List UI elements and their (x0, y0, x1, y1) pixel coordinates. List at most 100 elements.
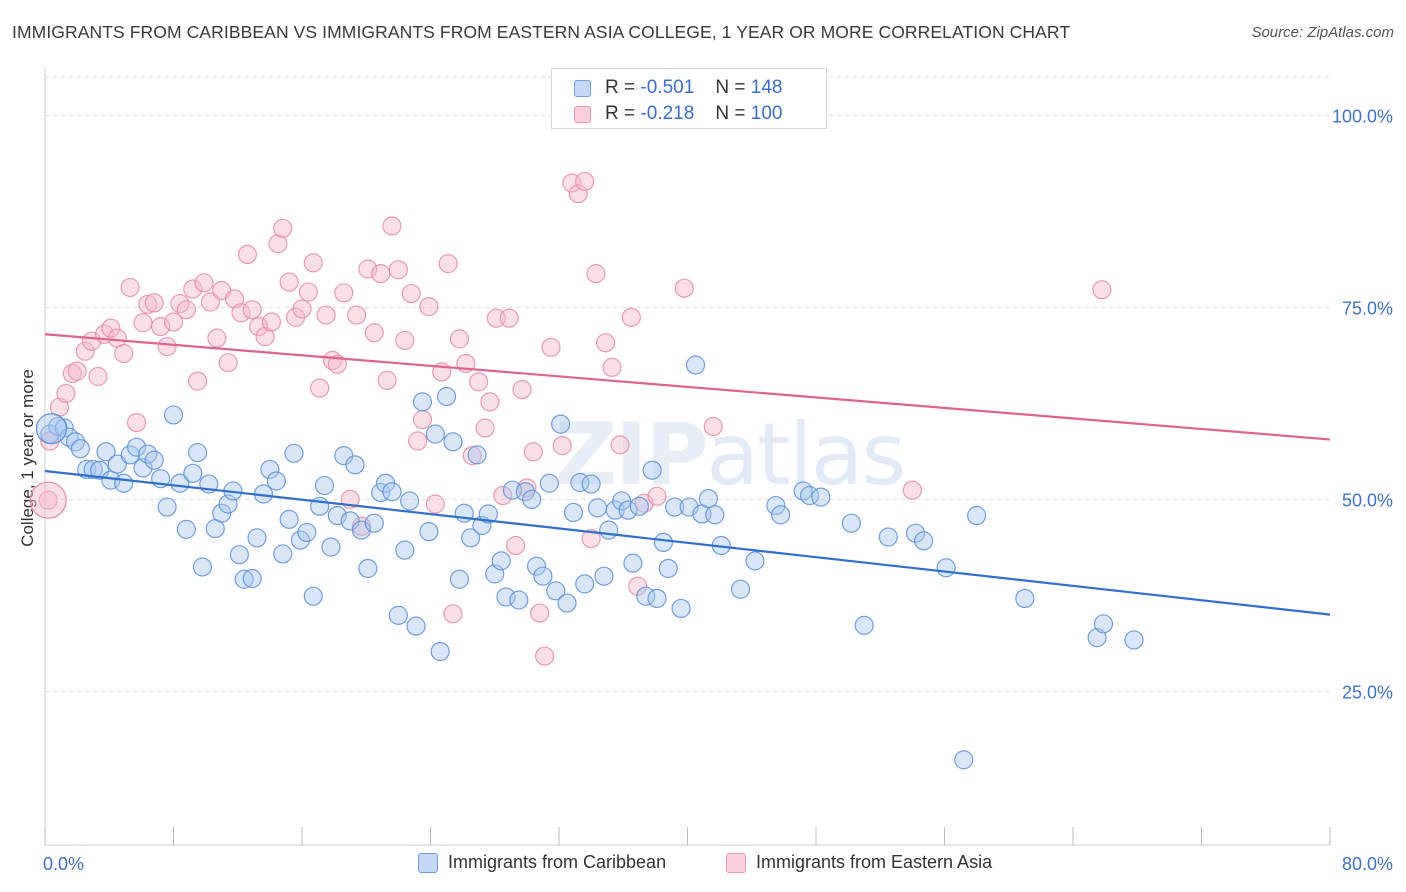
point-eastern-asia (29, 481, 67, 519)
point-caribbean (671, 598, 691, 619)
point-eastern-asia (38, 490, 58, 510)
legend-r-value: -0.501 (640, 77, 695, 98)
point-eastern-asia (88, 366, 108, 387)
point-caribbean (35, 413, 68, 445)
point-eastern-asia (395, 330, 415, 351)
point-caribbean (163, 405, 184, 425)
trend-line-eastern-asia (44, 333, 1331, 441)
point-caribbean (954, 750, 974, 770)
point-caribbean (766, 495, 786, 516)
point-caribbean (967, 505, 987, 526)
point-caribbean (587, 498, 608, 518)
legend-n-label: N = (715, 77, 746, 98)
point-caribbean (629, 496, 649, 516)
point-caribbean (914, 531, 934, 551)
point-eastern-asia (187, 371, 208, 391)
point-eastern-asia (200, 292, 221, 312)
point-caribbean (730, 579, 751, 599)
trend-line-caribbean (44, 469, 1331, 616)
point-caribbean (539, 473, 559, 493)
point-eastern-asia (703, 416, 723, 437)
point-caribbean (443, 432, 463, 452)
legend-swatch-eastern-asia (574, 105, 591, 123)
point-eastern-asia (327, 354, 347, 374)
point-caribbean (358, 558, 378, 579)
point-caribbean (698, 489, 718, 509)
watermark: ZIPatlas (555, 405, 906, 505)
point-caribbean (546, 581, 566, 601)
point-eastern-asia (581, 528, 601, 549)
point-eastern-asia (552, 436, 572, 456)
point-caribbean (260, 459, 280, 480)
point-eastern-asia (449, 329, 470, 349)
legend-n-label: N = (715, 103, 746, 124)
point-caribbean (297, 522, 317, 543)
point-eastern-asia (273, 218, 293, 238)
point-eastern-asia (163, 312, 184, 332)
point-eastern-asia (67, 361, 87, 381)
y-tick-label: 75.0% (1342, 298, 1393, 318)
x-tick-label: 0.0% (43, 854, 84, 874)
point-caribbean (229, 545, 249, 565)
y-tick-label: 50.0% (1342, 490, 1393, 510)
point-caribbean (1093, 614, 1114, 634)
point-eastern-asia (480, 392, 500, 412)
point-caribbean (533, 566, 553, 586)
point-caribbean (247, 528, 267, 548)
point-eastern-asia (176, 300, 196, 320)
point-eastern-asia (530, 603, 550, 623)
point-eastern-asia (575, 171, 595, 192)
point-eastern-asia (628, 576, 648, 596)
point-eastern-asia (347, 305, 367, 325)
correlation-legend: R = -0.501 N = 148 R = -0.218 N = 100 (551, 68, 827, 129)
point-caribbean (114, 473, 134, 493)
series-legend-eastern-asia: Immigrants from Eastern Asia (726, 852, 992, 873)
point-eastern-asia (568, 184, 588, 204)
point-eastern-asia (279, 272, 299, 292)
chart-title: IMMIGRANTS FROM CARIBBEAN VS IMMIGRANTS … (12, 22, 1071, 42)
point-eastern-asia (534, 646, 555, 666)
point-caribbean (266, 471, 286, 491)
point-caribbean (170, 473, 190, 493)
point-caribbean (176, 519, 196, 539)
point-caribbean (705, 505, 725, 525)
point-caribbean (303, 586, 323, 606)
point-caribbean (430, 641, 450, 662)
x-tick-label: 80.0% (1342, 854, 1393, 874)
point-caribbean (314, 475, 335, 496)
legend-r-label: R = (605, 103, 636, 124)
point-eastern-asia (157, 336, 177, 357)
point-eastern-asia (412, 409, 433, 430)
point-eastern-asia (586, 264, 606, 284)
point-caribbean (594, 566, 614, 586)
point-caribbean (412, 392, 433, 412)
point-caribbean (618, 500, 638, 520)
point-caribbean (406, 616, 426, 636)
point-caribbean (1015, 588, 1035, 609)
point-caribbean (284, 443, 304, 463)
legend-row-caribbean: R = -0.501 N = 148 (574, 77, 782, 99)
point-eastern-asia (75, 341, 95, 361)
point-eastern-asia (218, 353, 238, 373)
point-caribbean (467, 445, 487, 465)
point-caribbean (581, 474, 601, 494)
point-eastern-asia (512, 379, 532, 400)
point-caribbean (771, 505, 791, 525)
point-eastern-asia (268, 234, 288, 254)
point-caribbean (515, 482, 535, 502)
y-tick-label: 25.0% (1342, 682, 1393, 702)
point-eastern-asia (506, 535, 526, 556)
point-caribbean (192, 557, 213, 577)
point-caribbean (563, 502, 584, 523)
point-caribbean (623, 553, 643, 573)
point-caribbean (126, 437, 147, 457)
point-eastern-asia (207, 328, 227, 348)
point-eastern-asia (183, 279, 203, 299)
point-caribbean (279, 509, 299, 529)
point-eastern-asia (499, 308, 519, 328)
point-eastern-asia (541, 337, 561, 357)
point-eastern-asia (261, 312, 282, 332)
point-caribbean (1124, 630, 1144, 650)
point-eastern-asia (144, 293, 164, 313)
